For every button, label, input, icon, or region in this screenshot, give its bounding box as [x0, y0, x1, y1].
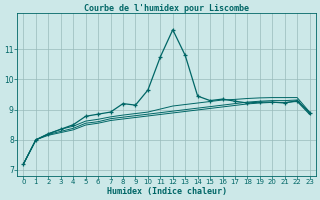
- X-axis label: Humidex (Indice chaleur): Humidex (Indice chaleur): [107, 187, 227, 196]
- Title: Courbe de l'humidex pour Liscombe: Courbe de l'humidex pour Liscombe: [84, 4, 249, 13]
